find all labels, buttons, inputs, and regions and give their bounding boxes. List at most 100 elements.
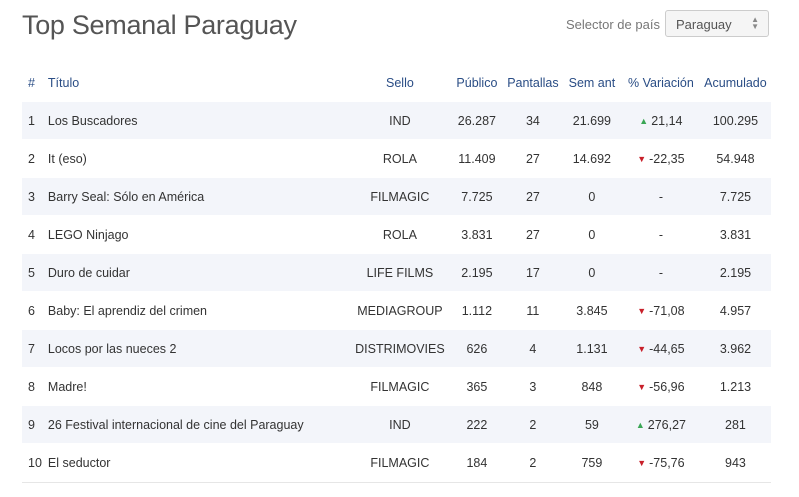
cell-title: Baby: El aprendiz del crimen <box>43 291 350 330</box>
cell-variation: ▼ -75,76 <box>621 443 700 481</box>
table-row[interactable]: 1 Los Buscadores IND 26.287 34 21.699 ▲ 21,14 10… <box>22 101 771 140</box>
cell-title-text: It (eso) <box>47 151 87 166</box>
cell-title: It (eso) <box>43 139 350 178</box>
cell-prev-week: 21.699 <box>561 101 622 140</box>
cell-screens: 17 <box>503 253 562 292</box>
column-header-prev-week[interactable]: Sem ant <box>568 75 616 90</box>
cell-rank: 2 <box>22 139 44 178</box>
cell-screens-text: 27 <box>525 189 540 204</box>
cell-label: FILMAGIC <box>349 443 450 481</box>
cell-label: FILMAGIC <box>349 177 450 216</box>
cell-cumulative: 7.725 <box>699 177 771 216</box>
cell-variation-text: -75,76 <box>649 455 685 470</box>
cell-prev-week: 1.131 <box>561 329 622 368</box>
cell-title: Los Buscadores <box>43 101 350 140</box>
cell-cumulative: 54.948 <box>699 139 771 178</box>
cell-cumulative: 4.957 <box>699 291 771 330</box>
table-row[interactable]: 8 Madre! FILMAGIC 365 3 848 ▼ -56,96 1.213 <box>22 367 771 406</box>
cell-label-text: IND <box>389 113 411 128</box>
cell-rank: 5 <box>22 253 44 292</box>
cell-audience-text: 222 <box>466 417 488 432</box>
table-row[interactable]: 10 El seductor FILMAGIC 184 2 759 ▼ -75,76 943 <box>22 443 771 481</box>
cell-screens-text: 2 <box>529 455 537 470</box>
table-row[interactable]: 3 Barry Seal: Sólo en América FILMAGIC 7.72… <box>22 177 771 216</box>
cell-audience: 7.725 <box>449 177 504 216</box>
cell-cumulative-text: 54.948 <box>716 151 755 166</box>
cell-label-text: DISTRIMOVIES <box>355 341 445 356</box>
cell-label-text: FILMAGIC <box>370 189 430 204</box>
cell-screens-text: 17 <box>525 265 540 280</box>
column-header-label[interactable]: Sello <box>386 75 414 90</box>
cell-variation: - <box>621 177 700 216</box>
cell-screens-text: 34 <box>525 113 540 128</box>
cell-prev-week: 0 <box>561 253 622 292</box>
cell-title-text: El seductor <box>47 455 111 470</box>
cell-rank: 10 <box>22 443 44 481</box>
cell-prev-week-text: 14.692 <box>572 151 612 166</box>
column-header-screens[interactable]: Pantallas <box>507 75 559 90</box>
cell-audience: 26.287 <box>449 101 504 140</box>
cell-cumulative-text: 100.295 <box>712 113 759 128</box>
cell-title: Barry Seal: Sólo en América <box>43 177 350 216</box>
cell-prev-week-text: 1.131 <box>576 341 608 356</box>
cell-cumulative: 281 <box>699 405 771 444</box>
cell-screens: 27 <box>503 139 562 178</box>
country-select[interactable]: Paraguay ▲ ▼ <box>665 10 769 37</box>
table-row[interactable]: 4 LEGO Ninjago ROLA 3.831 27 0 - 3.831 <box>22 215 771 254</box>
cell-variation: - <box>621 253 700 292</box>
cell-title-text: Baby: El aprendiz del crimen <box>47 303 208 318</box>
cell-audience-text: 11.409 <box>458 151 496 166</box>
triangle-up-icon: ▲ <box>635 419 645 430</box>
cell-label: ROLA <box>349 139 450 178</box>
cell-prev-week-text: 21.699 <box>572 113 612 128</box>
triangle-down-icon: ▼ <box>637 381 647 392</box>
table-row[interactable]: 2 It (eso) ROLA 11.409 27 14.692 ▼ -22,35 54.948 <box>22 139 771 178</box>
cell-screens: 4 <box>503 329 562 368</box>
table-row[interactable]: 9 26 Festival internacional de cine del P… <box>22 405 771 444</box>
cell-screens-text: 27 <box>525 151 540 166</box>
table-row[interactable]: 5 Duro de cuidar LIFE FILMS 2.195 17 0 - 2.195 <box>22 253 771 292</box>
column-header-rank[interactable]: # <box>28 75 35 90</box>
cell-screens-text: 3 <box>529 379 537 394</box>
cell-prev-week: 59 <box>561 405 622 444</box>
table-row[interactable]: 7 Locos por las nueces 2 DISTRIMOVIES 626 4 1… <box>22 329 771 368</box>
up-down-caret-icon: ▲ ▼ <box>751 15 759 31</box>
cell-cumulative: 3.962 <box>699 329 771 368</box>
cell-screens-text: 4 <box>529 341 537 356</box>
column-header-variation[interactable]: % Variación <box>628 75 694 90</box>
cell-title-text: Locos por las nueces 2 <box>47 341 177 356</box>
cell-title-text: Barry Seal: Sólo en América <box>47 189 205 204</box>
cell-cumulative-text: 281 <box>725 417 746 432</box>
column-header-cumulative[interactable]: Acumulado <box>704 75 767 90</box>
cell-rank-text: 9 <box>28 417 35 432</box>
cell-prev-week-text: 59 <box>584 417 599 432</box>
cell-label: MEDIAGROUP <box>349 291 450 330</box>
cell-label: FILMAGIC <box>349 367 450 406</box>
table-row[interactable]: 6 Baby: El aprendiz del crimen MEDIAGROUP 1… <box>22 291 771 330</box>
cell-rank-text: 3 <box>28 189 35 204</box>
cell-screens: 2 <box>503 405 562 444</box>
column-header-title[interactable]: Título <box>47 75 80 90</box>
cell-prev-week-text: 0 <box>588 265 596 280</box>
cell-rank-text: 4 <box>28 227 35 242</box>
cell-screens-text: 11 <box>526 303 540 318</box>
cell-title: LEGO Ninjago <box>43 215 350 254</box>
cell-label-text: ROLA <box>382 227 417 242</box>
cell-rank-text: 5 <box>28 265 35 280</box>
cell-screens: 2 <box>503 443 562 481</box>
cell-cumulative-text: 7.725 <box>719 189 752 204</box>
cell-label: LIFE FILMS <box>349 253 450 292</box>
cell-variation-text: -44,65 <box>649 341 685 356</box>
cell-variation-text: 21,14 <box>651 113 683 128</box>
cell-audience: 11.409 <box>449 139 504 178</box>
table-header-row: # Título Sello Público Pantallas Sem ant… <box>22 64 771 102</box>
page-title: Top Semanal Paraguay <box>22 10 297 40</box>
cell-label-text: MEDIAGROUP <box>357 303 443 318</box>
table-bottom-border <box>22 482 771 483</box>
cell-variation-text: - <box>658 265 663 280</box>
cell-prev-week: 759 <box>561 443 622 481</box>
cell-label: DISTRIMOVIES <box>349 329 450 368</box>
column-header-audience[interactable]: Público <box>456 75 498 90</box>
cell-variation-text: -71,08 <box>649 303 685 318</box>
cell-rank-text: 1 <box>28 113 35 128</box>
